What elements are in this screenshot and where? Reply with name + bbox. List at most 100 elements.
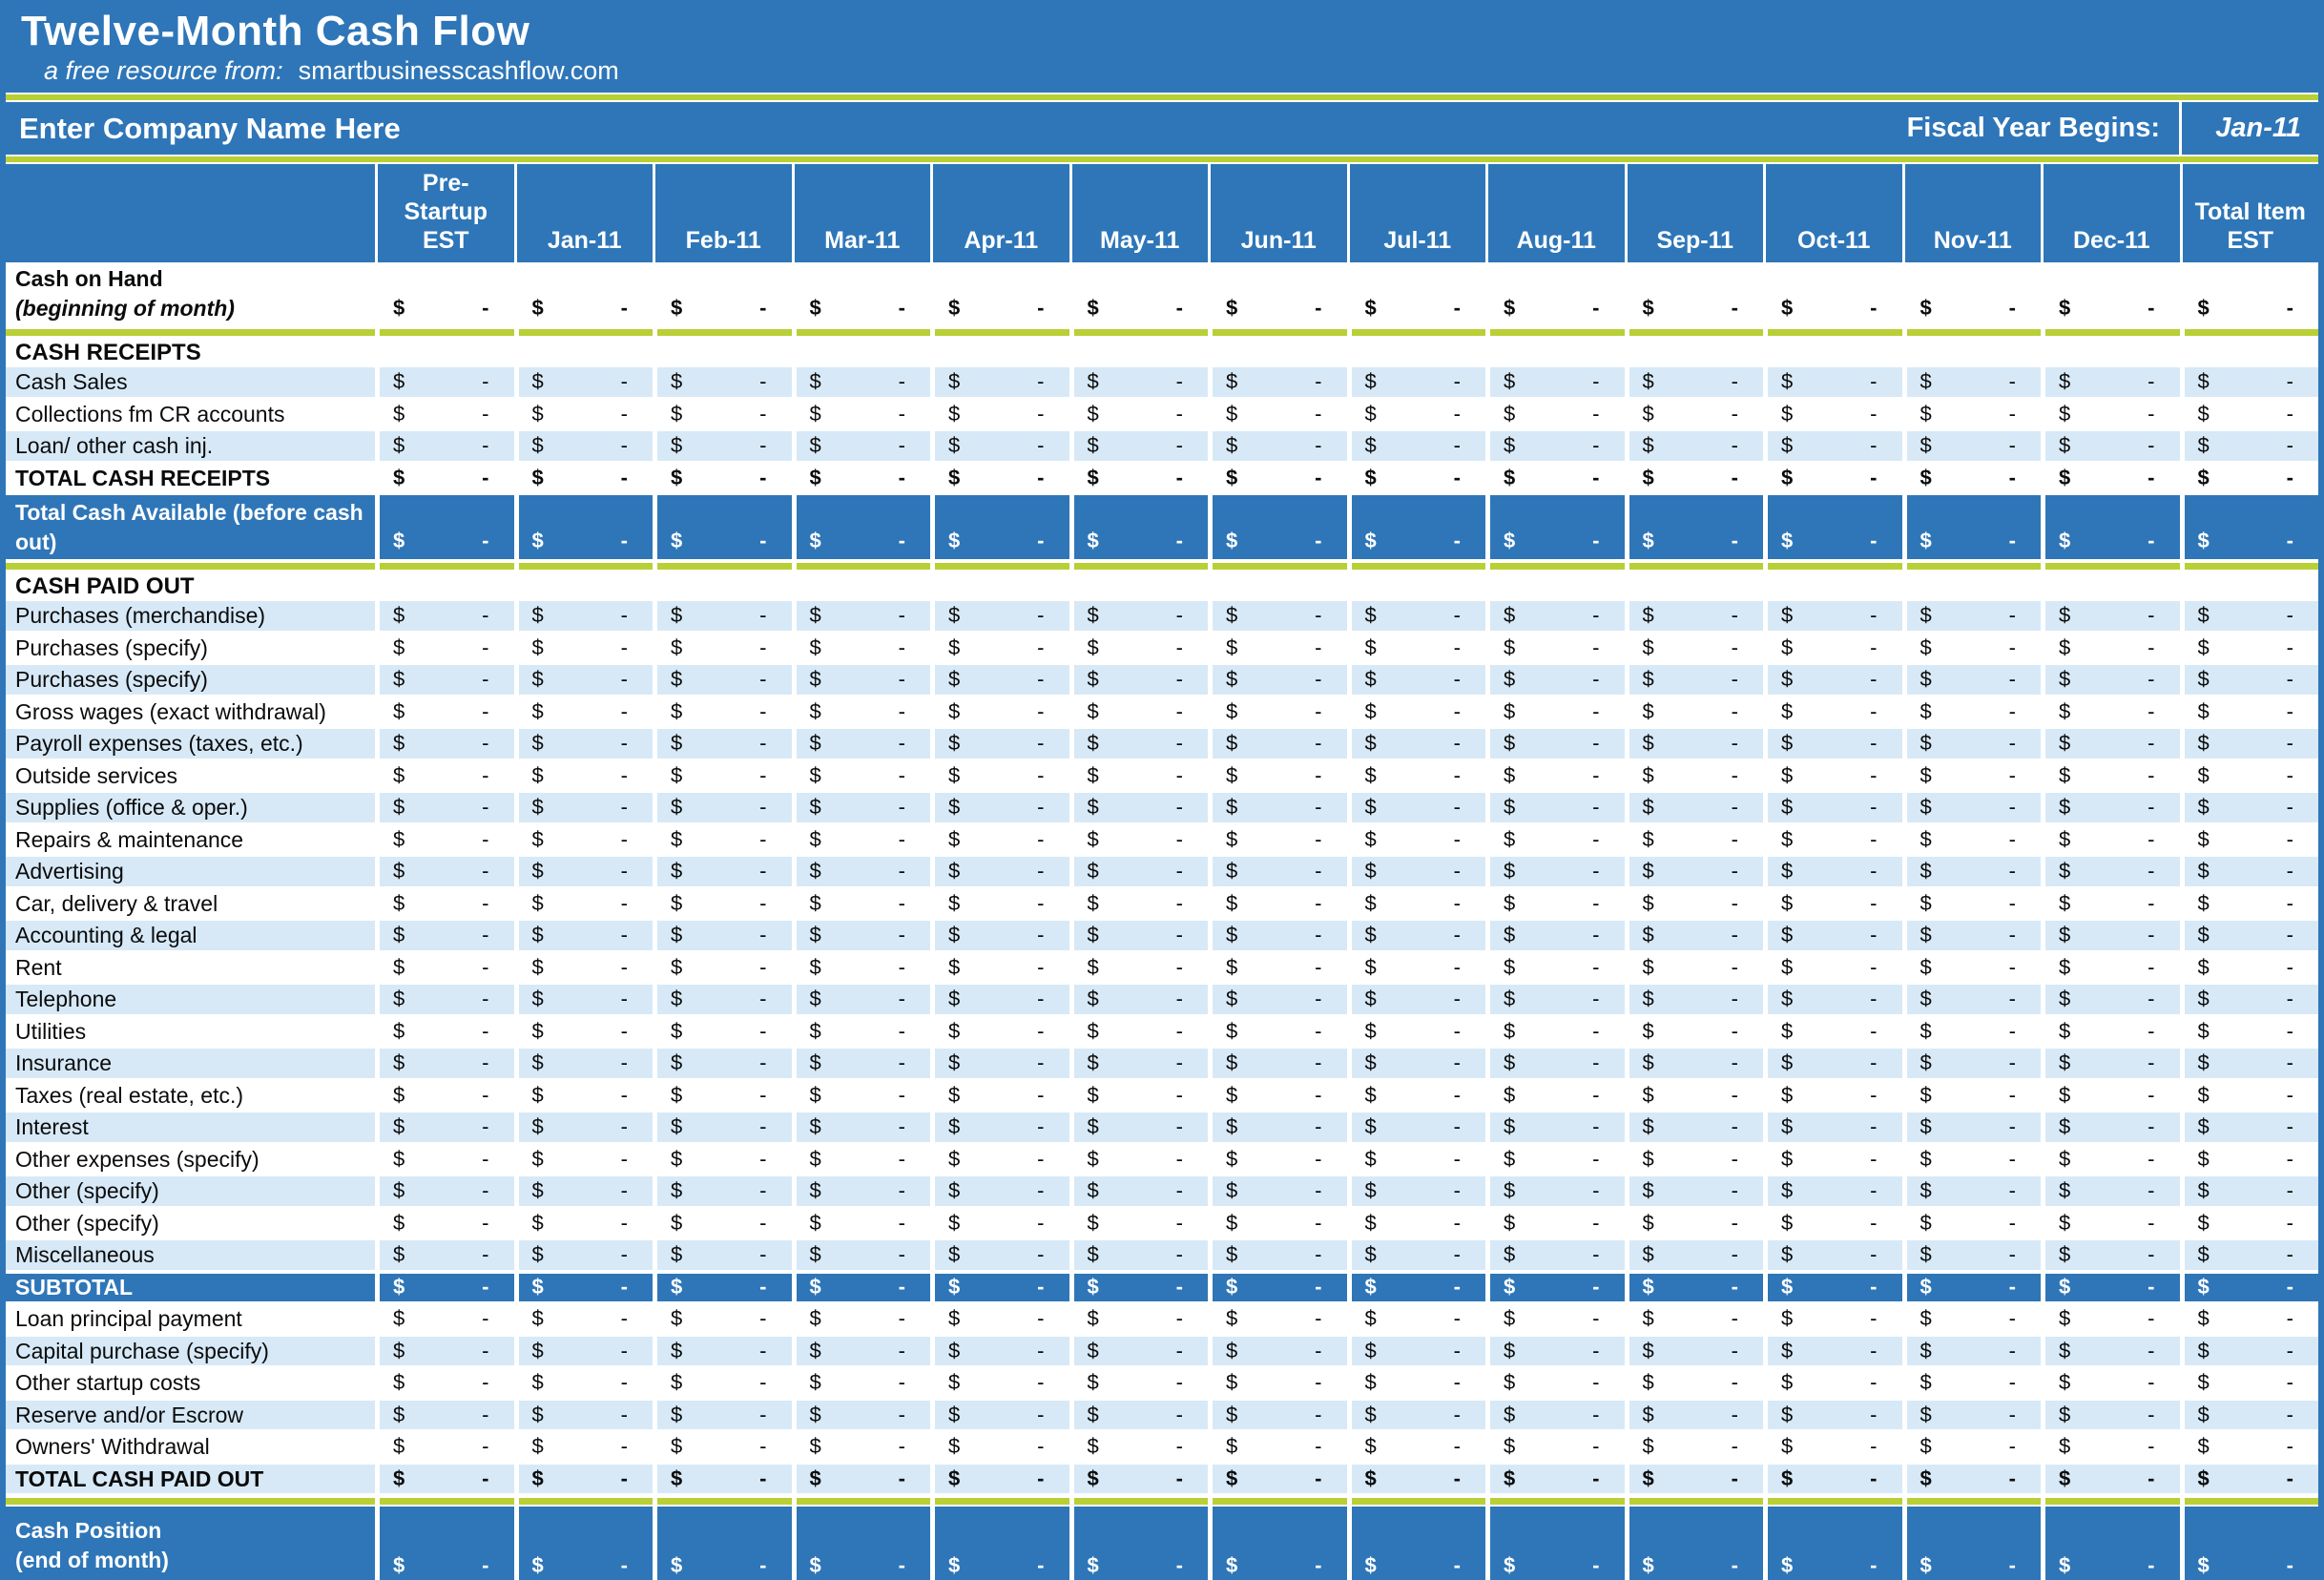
amount-cell-jul-11[interactable]: $ - (1346, 921, 1486, 950)
amount-cell-jan-11[interactable]: $ - (513, 793, 654, 822)
amount-cell-mar-11[interactable]: $ - (791, 431, 931, 461)
amount-cell-jul-11[interactable]: $ - (1346, 696, 1486, 726)
amount-cell-pre-startup-est[interactable]: $ - (375, 1016, 514, 1046)
amount-cell-pre-startup-est[interactable]: $ - (375, 665, 514, 695)
amount-cell-nov-11[interactable]: $ - (1901, 431, 2042, 461)
amount-cell-nov-11[interactable]: $ - (1901, 793, 2042, 822)
amount-cell-feb-11[interactable]: $ - (653, 1507, 792, 1580)
amount-cell-jun-11[interactable]: $ - (1208, 633, 1347, 662)
amount-cell-sep-11[interactable]: $ - (1624, 952, 1764, 982)
amount-cell-aug-11[interactable]: $ - (1485, 1240, 1625, 1270)
amount-cell-oct-11[interactable]: $ - (1763, 1240, 1902, 1270)
amount-cell-may-11[interactable]: $ - (1069, 367, 1209, 397)
row-label-cell[interactable]: Other expenses (specify) (15, 1146, 259, 1172)
amount-cell-apr-11[interactable]: $ - (930, 367, 1069, 397)
amount-cell-nov-11[interactable]: $ - (1901, 601, 2042, 631)
amount-cell-jun-11[interactable]: $ - (1208, 1336, 1347, 1365)
amount-cell-oct-11[interactable]: $ - (1763, 399, 1902, 428)
row-label-cell[interactable]: Loan principal payment (15, 1306, 242, 1332)
amount-cell-may-11[interactable]: $ - (1069, 729, 1209, 759)
amount-cell-jun-11[interactable]: $ - (1208, 665, 1347, 695)
amount-cell-mar-11[interactable]: $ - (791, 1336, 931, 1365)
row-label-cell[interactable]: Collections fm CR accounts (15, 401, 285, 426)
amount-cell-nov-11[interactable]: $ - (1901, 1080, 2042, 1110)
amount-cell-aug-11[interactable]: $ - (1485, 463, 1625, 492)
amount-cell-jun-11[interactable]: $ - (1208, 495, 1347, 559)
amount-cell-jun-11[interactable]: $ - (1208, 1432, 1347, 1462)
amount-cell-sep-11[interactable]: $ - (1624, 1368, 1764, 1398)
amount-cell-sep-11[interactable]: $ - (1624, 399, 1764, 428)
amount-cell-mar-11[interactable]: $ - (791, 729, 931, 759)
amount-cell-apr-11[interactable]: $ - (930, 665, 1069, 695)
amount-cell-oct-11[interactable]: $ - (1763, 857, 1902, 886)
amount-cell-jun-11[interactable]: $ - (1208, 1016, 1347, 1046)
row-label-cell[interactable]: Cash Position (end of month) (15, 1517, 169, 1572)
amount-cell-jul-11[interactable]: $ - (1346, 262, 1486, 325)
amount-cell-oct-11[interactable]: $ - (1763, 1208, 1902, 1237)
amount-cell-dec-11[interactable]: $ - (2041, 921, 2180, 950)
amount-cell-total-item-est[interactable]: $ - (2179, 985, 2319, 1014)
amount-cell-pre-startup-est[interactable]: $ - (375, 1176, 514, 1206)
amount-cell-mar-11[interactable]: $ - (791, 1507, 931, 1580)
amount-cell-dec-11[interactable]: $ - (2041, 495, 2180, 559)
amount-cell-nov-11[interactable]: $ - (1901, 1368, 2042, 1398)
amount-cell-jan-11[interactable]: $ - (513, 921, 654, 950)
amount-cell-nov-11[interactable]: $ - (1901, 1240, 2042, 1270)
amount-cell-jul-11[interactable]: $ - (1346, 729, 1486, 759)
amount-cell-dec-11[interactable]: $ - (2041, 1273, 2180, 1301)
amount-cell-aug-11[interactable]: $ - (1485, 633, 1625, 662)
amount-cell-apr-11[interactable]: $ - (930, 399, 1069, 428)
amount-cell-sep-11[interactable]: $ - (1624, 1144, 1764, 1174)
amount-cell-total-item-est[interactable]: $ - (2179, 633, 2319, 662)
amount-cell-aug-11[interactable]: $ - (1485, 696, 1625, 726)
row-label-cell[interactable]: Miscellaneous (15, 1242, 155, 1268)
amount-cell-jun-11[interactable]: $ - (1208, 696, 1347, 726)
amount-cell-jan-11[interactable]: $ - (513, 262, 654, 325)
amount-cell-pre-startup-est[interactable]: $ - (375, 399, 514, 428)
amount-cell-feb-11[interactable]: $ - (653, 1176, 792, 1206)
amount-cell-pre-startup-est[interactable]: $ - (375, 633, 514, 662)
amount-cell-dec-11[interactable]: $ - (2041, 985, 2180, 1014)
amount-cell-mar-11[interactable]: $ - (791, 696, 931, 726)
amount-cell-aug-11[interactable]: $ - (1485, 888, 1625, 918)
row-label-cell[interactable]: Cash on Hand (beginning of month) (15, 266, 235, 321)
amount-cell-may-11[interactable]: $ - (1069, 1464, 1209, 1493)
amount-cell-aug-11[interactable]: $ - (1485, 1368, 1625, 1398)
amount-cell-jan-11[interactable]: $ - (513, 888, 654, 918)
amount-cell-jun-11[interactable]: $ - (1208, 1208, 1347, 1237)
amount-cell-mar-11[interactable]: $ - (791, 824, 931, 854)
amount-cell-apr-11[interactable]: $ - (930, 857, 1069, 886)
amount-cell-mar-11[interactable]: $ - (791, 1016, 931, 1046)
amount-cell-apr-11[interactable]: $ - (930, 696, 1069, 726)
amount-cell-jun-11[interactable]: $ - (1208, 1273, 1347, 1301)
amount-cell-feb-11[interactable]: $ - (653, 399, 792, 428)
amount-cell-dec-11[interactable]: $ - (2041, 888, 2180, 918)
amount-cell-pre-startup-est[interactable]: $ - (375, 952, 514, 982)
amount-cell-feb-11[interactable]: $ - (653, 601, 792, 631)
amount-cell-mar-11[interactable]: $ - (791, 262, 931, 325)
amount-cell-sep-11[interactable]: $ - (1624, 431, 1764, 461)
amount-cell-sep-11[interactable]: $ - (1624, 1336, 1764, 1365)
amount-cell-feb-11[interactable]: $ - (653, 633, 792, 662)
amount-cell-may-11[interactable]: $ - (1069, 1240, 1209, 1270)
amount-cell-aug-11[interactable]: $ - (1485, 665, 1625, 695)
amount-cell-total-item-est[interactable]: $ - (2179, 793, 2319, 822)
amount-cell-feb-11[interactable]: $ - (653, 1400, 792, 1429)
amount-cell-oct-11[interactable]: $ - (1763, 1464, 1902, 1493)
amount-cell-oct-11[interactable]: $ - (1763, 262, 1902, 325)
amount-cell-nov-11[interactable]: $ - (1901, 760, 2042, 790)
amount-cell-dec-11[interactable]: $ - (2041, 1240, 2180, 1270)
amount-cell-may-11[interactable]: $ - (1069, 696, 1209, 726)
amount-cell-nov-11[interactable]: $ - (1901, 463, 2042, 492)
amount-cell-jul-11[interactable]: $ - (1346, 1176, 1486, 1206)
amount-cell-oct-11[interactable]: $ - (1763, 729, 1902, 759)
amount-cell-sep-11[interactable]: $ - (1624, 495, 1764, 559)
amount-cell-pre-startup-est[interactable]: $ - (375, 367, 514, 397)
amount-cell-aug-11[interactable]: $ - (1485, 985, 1625, 1014)
amount-cell-nov-11[interactable]: $ - (1901, 952, 2042, 982)
amount-cell-mar-11[interactable]: $ - (791, 1049, 931, 1078)
amount-cell-apr-11[interactable]: $ - (930, 1432, 1069, 1462)
amount-cell-may-11[interactable]: $ - (1069, 857, 1209, 886)
amount-cell-dec-11[interactable]: $ - (2041, 1080, 2180, 1110)
amount-cell-dec-11[interactable]: $ - (2041, 665, 2180, 695)
